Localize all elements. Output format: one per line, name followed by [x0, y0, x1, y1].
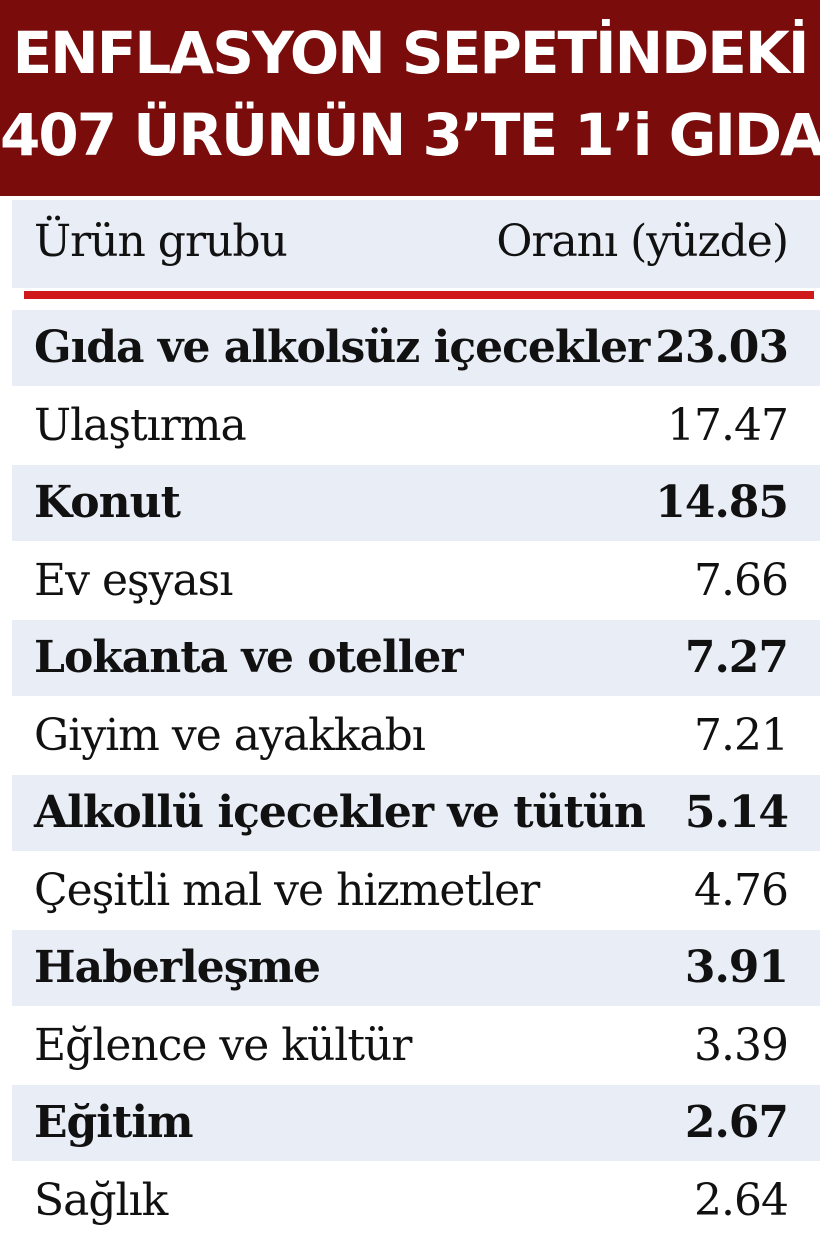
row-ratio-value: 7.21 [694, 709, 789, 761]
table-row: Alkollü içecekler ve tütün 5.14 [12, 775, 820, 851]
row-ratio-value: 23.03 [655, 322, 789, 373]
table-row: Eğitim 2.67 [12, 1085, 820, 1161]
row-group-name: Ev eşyası [34, 554, 233, 606]
title-line-2: 407 ÜRÜNÜN 3’TE 1’i GIDA [0, 101, 820, 169]
row-ratio-value: 14.85 [655, 477, 789, 528]
table-row: Çeşitli mal ve hizmetler 4.76 [12, 853, 820, 929]
table-row: Gıda ve alkolsüz içecekler 23.03 [12, 310, 820, 386]
row-group-name: Lokanta ve oteller [34, 632, 464, 683]
table-row: Lokanta ve oteller 7.27 [12, 620, 820, 696]
table-row: Eğlence ve kültür 3.39 [12, 1008, 820, 1084]
row-group-name: Sağlık [34, 1174, 168, 1226]
row-group-name: Konut [34, 477, 181, 528]
table-header: Ürün grubu Oranı (yüzde) [12, 200, 820, 288]
row-ratio-value: 3.91 [684, 942, 789, 993]
table-row: Konut 14.85 [12, 465, 820, 541]
row-ratio-value: 2.64 [694, 1174, 789, 1226]
row-group-name: Ulaştırma [34, 399, 247, 451]
table-row: Ulaştırma 17.47 [12, 388, 820, 464]
row-ratio-value: 4.76 [694, 864, 789, 916]
table-row: Ev eşyası 7.66 [12, 543, 820, 619]
header-rule [24, 291, 814, 299]
row-ratio-value: 17.47 [667, 399, 789, 451]
title-banner: ENFLASYON SEPETİNDEKİ 407 ÜRÜNÜN 3’TE 1’… [0, 0, 820, 196]
row-ratio-value: 7.66 [694, 554, 789, 606]
column-header-ratio: Oranı (yüzde) [496, 216, 789, 267]
row-group-name: Eğitim [34, 1097, 194, 1148]
row-ratio-value: 3.39 [694, 1019, 789, 1071]
row-ratio-value: 5.14 [684, 787, 789, 838]
table-row: Sağlık 2.64 [12, 1163, 820, 1239]
table-row: Haberleşme 3.91 [12, 930, 820, 1006]
row-group-name: Gıda ve alkolsüz içecekler [34, 322, 650, 373]
row-group-name: Alkollü içecekler ve tütün [34, 787, 646, 838]
row-group-name: Çeşitli mal ve hizmetler [34, 864, 540, 916]
column-header-group: Ürün grubu [34, 216, 288, 267]
row-group-name: Giyim ve ayakkabı [34, 709, 426, 761]
row-ratio-value: 2.67 [684, 1097, 789, 1148]
row-group-name: Haberleşme [34, 942, 321, 993]
title-line-1: ENFLASYON SEPETİNDEKİ [12, 19, 810, 87]
row-ratio-value: 7.27 [684, 632, 789, 683]
table-row: Giyim ve ayakkabı 7.21 [12, 698, 820, 774]
row-group-name: Eğlence ve kültür [34, 1019, 412, 1071]
